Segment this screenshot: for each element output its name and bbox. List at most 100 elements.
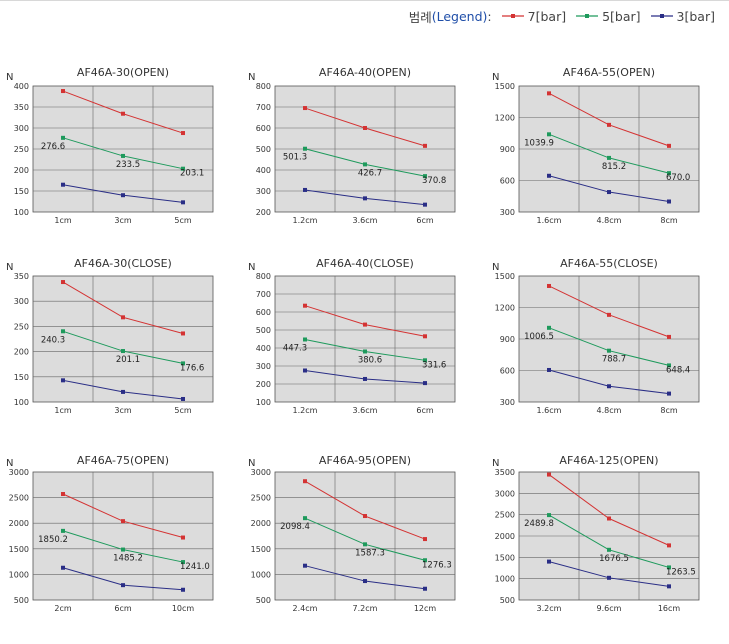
data-point — [423, 174, 427, 179]
data-point — [547, 173, 551, 178]
y-tick-label: 250 — [14, 322, 29, 331]
y-tick-label: 2000 — [9, 519, 29, 528]
data-point — [61, 528, 65, 533]
legend-title: (Legend) — [431, 8, 488, 24]
data-point — [423, 537, 427, 542]
chart-panel-5: 100 200 300 400 500 600 700 800 1.2cm 3.6cm 6cm AF4… — [248, 257, 456, 415]
data-point — [61, 565, 65, 570]
data-label: 276.6 — [41, 142, 65, 152]
x-tick-label: 8cm — [660, 406, 677, 415]
data-point — [363, 542, 367, 547]
y-axis-label: N — [492, 458, 499, 469]
data-point — [667, 171, 671, 176]
chart-panel-1: 100 150 200 250 300 350 400 1cm 3cm 5cm AF46A-30(O… — [6, 66, 214, 225]
data-label: 1485.2 — [113, 554, 143, 564]
y-tick-label: 600 — [500, 367, 515, 376]
data-point — [423, 143, 427, 148]
data-point — [667, 584, 671, 589]
y-tick-label: 500 — [500, 596, 515, 605]
data-point — [667, 363, 671, 368]
y-axis-label: N — [492, 72, 499, 83]
data-label: 670.0 — [666, 173, 690, 183]
y-tick-label: 300 — [500, 398, 515, 407]
y-tick-label: 350 — [14, 103, 29, 112]
data-point — [303, 146, 307, 151]
x-tick-label: 2.4cm — [293, 604, 318, 613]
data-point — [423, 334, 427, 339]
y-tick-label: 300 — [500, 208, 515, 217]
data-point — [363, 126, 367, 130]
data-point — [547, 283, 551, 288]
y-tick-label: 300 — [14, 297, 29, 306]
y-tick-label: 1000 — [495, 575, 515, 584]
data-label: 233.5 — [116, 160, 140, 170]
data-point — [61, 89, 65, 94]
chart-title: AF46A-55(OPEN) — [563, 66, 655, 79]
data-point — [607, 384, 611, 389]
data-label: 1676.5 — [599, 554, 629, 564]
y-tick-label: 200 — [256, 380, 271, 389]
data-label: 447.3 — [283, 343, 307, 353]
y-tick-label: 2500 — [9, 494, 29, 503]
y-tick-label: 100 — [256, 398, 271, 407]
x-tick-label: 6cm — [114, 604, 131, 613]
data-point — [363, 349, 367, 354]
legend-item-3bar: 3[bar] — [650, 9, 715, 24]
data-point — [61, 492, 65, 497]
x-tick-label: 1.6cm — [537, 406, 562, 415]
data-label: 240.3 — [41, 335, 65, 345]
y-tick-label: 1500 — [495, 82, 515, 91]
x-tick-label: 3cm — [114, 406, 131, 415]
legend-swatch-3bar — [650, 14, 673, 18]
y-tick-label: 800 — [256, 82, 271, 91]
y-axis-label: N — [492, 262, 499, 273]
y-tick-label: 1500 — [251, 545, 271, 554]
y-tick-label: 200 — [14, 166, 29, 175]
x-tick-label: 1cm — [54, 406, 71, 415]
data-point — [547, 513, 551, 518]
data-point — [667, 199, 671, 204]
y-axis-label: N — [248, 72, 255, 83]
data-point — [181, 131, 185, 136]
data-point — [121, 111, 125, 116]
data-point — [121, 193, 125, 198]
data-label: 788.7 — [602, 355, 626, 365]
data-point — [607, 516, 611, 521]
legend-label-5bar: 5[bar] — [602, 8, 641, 24]
data-point — [61, 329, 65, 334]
x-tick-label: 9.6cm — [597, 604, 622, 613]
x-tick-label: 3.6cm — [353, 216, 378, 225]
data-point — [303, 516, 307, 521]
data-label: 1039.9 — [524, 138, 554, 148]
x-tick-label: 1.2cm — [293, 216, 318, 225]
y-tick-label: 500 — [256, 326, 271, 335]
chart-title: AF46A-40(CLOSE) — [316, 257, 414, 270]
data-point — [61, 182, 65, 187]
legend: 범례 (Legend) : 7[bar] 5[bar] 3[bar] — [409, 6, 715, 26]
chart-title: AF46A-30(CLOSE) — [74, 257, 172, 270]
y-tick-label: 500 — [256, 145, 271, 154]
y-tick-label: 1500 — [9, 545, 29, 554]
y-axis-label: N — [6, 262, 13, 273]
data-point — [607, 312, 611, 317]
data-point — [181, 200, 185, 205]
data-point — [547, 132, 551, 137]
x-tick-label: 3.2cm — [537, 604, 562, 613]
data-point — [303, 106, 307, 111]
data-label: 1276.3 — [422, 560, 452, 570]
x-tick-label: 2cm — [54, 604, 71, 613]
legend-swatch-7bar — [501, 14, 524, 18]
data-point — [363, 162, 367, 167]
data-point — [61, 378, 65, 383]
data-point — [423, 381, 427, 386]
data-point — [547, 325, 551, 330]
data-point — [181, 535, 185, 540]
chart-panel-6: 300 600 900 1200 1500 1.6cm 4.8cm 8cm AF46A-55(C… — [492, 257, 700, 415]
y-tick-label: 900 — [500, 335, 515, 344]
data-point — [667, 334, 671, 339]
data-label: 1006.5 — [524, 332, 554, 342]
chart-panel-8: 500 1000 1500 2000 2500 3000 2.4cm 7.2cm 12cm AF4… — [248, 454, 456, 613]
data-point — [363, 514, 367, 519]
data-point — [303, 563, 307, 568]
